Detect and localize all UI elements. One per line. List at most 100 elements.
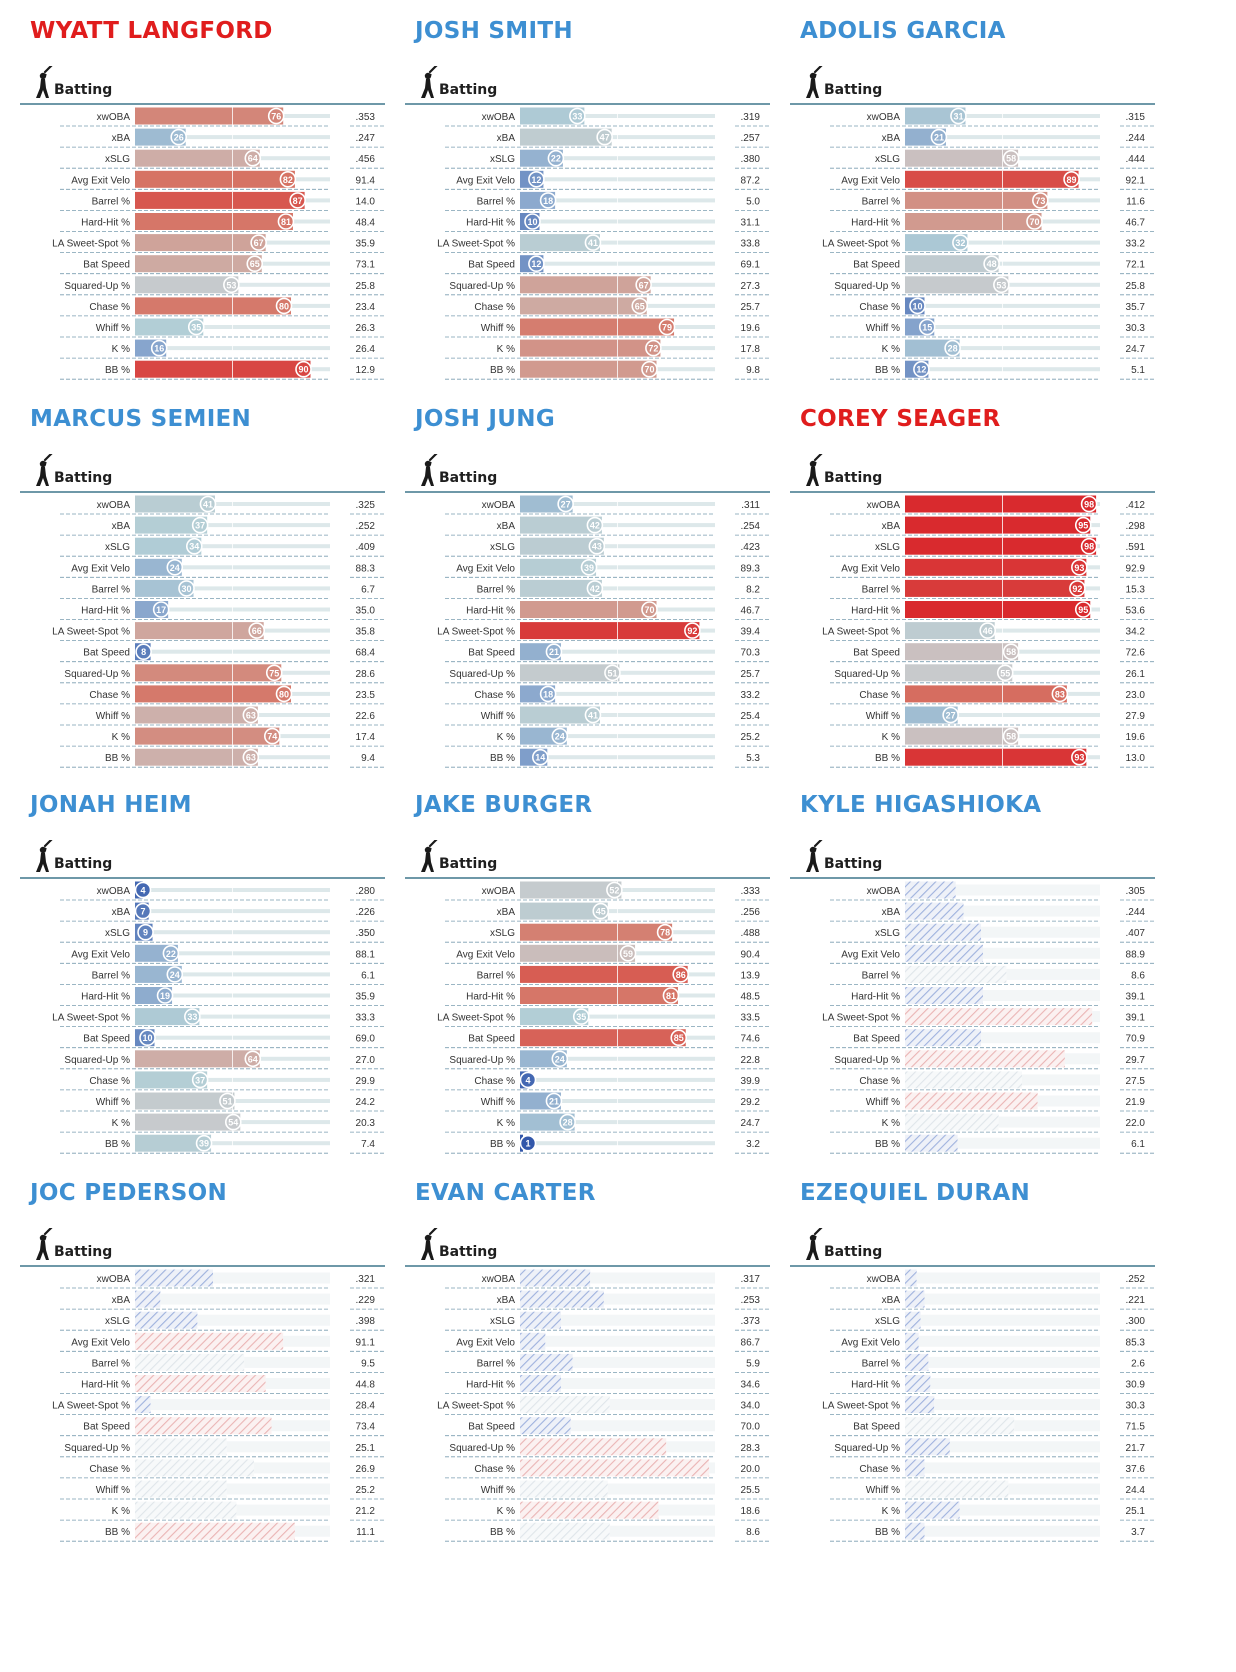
metric-label: Chase %	[474, 1464, 515, 1475]
metric-label: LA Sweet-Spot %	[822, 1013, 900, 1024]
batter-icon	[36, 454, 53, 486]
percentile-badge	[223, 276, 240, 294]
stat-value: 35.7	[1126, 302, 1146, 313]
percentile-badge	[289, 192, 306, 209]
metric-label: BB %	[490, 753, 515, 764]
percentile-badge	[1071, 559, 1088, 576]
percentile-chart: Batting xwOBA 52 .333 xBA 45 .256 xSLG 78 .488 Avg…	[405, 840, 770, 1154]
stat-value: 3.2	[746, 1139, 760, 1150]
stat-value: 35.8	[356, 627, 376, 638]
percentile-badge	[551, 1050, 569, 1068]
metric-label: xSLG	[875, 542, 900, 553]
stat-value: 9.8	[746, 365, 760, 376]
percentile-bar	[135, 537, 202, 555]
stat-value: 11.6	[1126, 196, 1145, 207]
metric-label: Bat Speed	[468, 1422, 515, 1433]
percentile-bar	[905, 664, 1013, 682]
bar-track	[920, 1314, 1100, 1326]
stat-value: .226	[356, 907, 376, 918]
stat-value: 25.2	[741, 732, 761, 743]
stat-value: 9.4	[361, 753, 375, 764]
stat-value: 31.1	[741, 218, 761, 229]
bar-track	[203, 325, 330, 329]
stat-value: 24.4	[1126, 1485, 1146, 1496]
metric-label: Whiff %	[481, 1485, 515, 1496]
percentile-badge	[658, 318, 676, 336]
bar-track	[253, 1462, 330, 1474]
stat-value: .409	[356, 542, 376, 553]
percentile-bar	[135, 234, 266, 252]
stat-value: .221	[1126, 1295, 1146, 1306]
percentile-bar	[905, 1113, 999, 1131]
metric-label: Whiff %	[96, 711, 130, 722]
percentile-bar	[135, 1417, 272, 1435]
bar-track	[142, 888, 330, 892]
metric-label: Chase %	[859, 1076, 900, 1087]
batter-icon	[36, 66, 53, 98]
metric-label: xwOBA	[867, 886, 901, 897]
percentile-badge	[1002, 727, 1020, 745]
metric-label: BB %	[875, 1527, 900, 1538]
metric-label: Chase %	[89, 690, 130, 701]
percentile-badge	[631, 297, 649, 315]
stat-value: 39.9	[741, 1076, 761, 1087]
percentile-bar	[520, 276, 651, 294]
bar-track	[1064, 1053, 1100, 1065]
bar-track	[646, 303, 715, 308]
section-label: Batting	[54, 82, 112, 98]
metric-label: LA Sweet-Spot %	[822, 239, 900, 250]
stat-value: 39.1	[1126, 1013, 1146, 1024]
percentile-bar	[905, 1092, 1038, 1110]
percentile-badge	[569, 107, 586, 125]
stat-value: 29.7	[1126, 1055, 1146, 1066]
bar-track	[572, 1356, 715, 1368]
percentile-badge	[519, 1071, 537, 1089]
bar-track	[924, 1293, 1100, 1305]
bar-track	[959, 346, 1100, 351]
bar-track	[1078, 177, 1100, 182]
percentile-bar	[135, 191, 305, 209]
percentile-bar	[135, 1501, 237, 1519]
percentile-bar	[520, 360, 657, 378]
percentile-bar	[520, 1332, 546, 1350]
metric-label: Chase %	[474, 1076, 515, 1087]
percentile-bar	[905, 1522, 925, 1540]
bar-track	[543, 261, 715, 266]
bar-track	[1006, 968, 1100, 980]
bar-track	[709, 1462, 715, 1474]
percentile-badge	[539, 685, 557, 703]
metric-label: Barrel %	[92, 584, 130, 595]
percentile-bar	[905, 902, 964, 920]
percentile-bar	[905, 643, 1019, 661]
percentile-badge	[584, 234, 602, 251]
percentile-badge	[1074, 601, 1092, 618]
player-panel: JOSH JUNG Batting xwOBA 27 .311 xBA 42 .254 xSLG…	[405, 404, 775, 789]
metric-label: Hard-Hit %	[851, 992, 900, 1003]
percentile-bar	[520, 944, 636, 962]
percentile-bar	[520, 1459, 710, 1477]
percentile-bar	[905, 1008, 1093, 1026]
stat-value: .444	[1126, 154, 1146, 165]
percentile-value: 16	[154, 344, 164, 354]
bar-track	[574, 1120, 715, 1125]
percentile-chart: Batting xwOBA 41 .325 xBA 37 .252 xSLG 34 .409 Avg…	[20, 454, 385, 768]
stat-value: 5.1	[1131, 365, 1145, 376]
batter-icon	[806, 840, 823, 872]
section-label: Batting	[54, 856, 112, 872]
metric-label: K %	[497, 732, 515, 743]
percentile-bar	[905, 213, 1042, 230]
bar-track	[656, 367, 715, 372]
metric-label: Avg Exit Velo	[456, 949, 515, 960]
metric-label: Hard-Hit %	[466, 606, 515, 617]
percentile-badge	[187, 318, 205, 336]
metric-label: Whiff %	[481, 1097, 515, 1108]
stat-value: 34.6	[741, 1380, 761, 1391]
metric-label: Barrel %	[477, 1358, 515, 1369]
percentile-bar	[905, 944, 983, 962]
batter-icon	[421, 1228, 438, 1260]
percentile-bar	[520, 965, 688, 983]
percentile-bar	[135, 1113, 241, 1131]
stat-value: 8.2	[746, 584, 760, 595]
metric-label: Avg Exit Velo	[71, 949, 130, 960]
percentile-bar	[135, 664, 282, 682]
